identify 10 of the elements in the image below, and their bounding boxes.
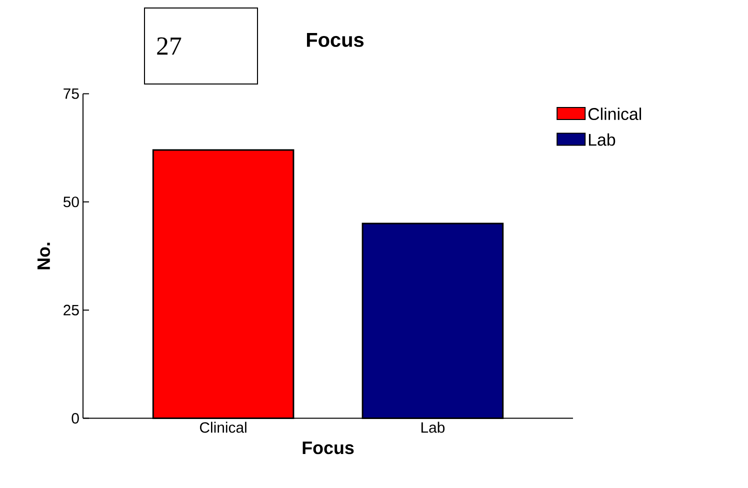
legend-label: Lab: [588, 133, 616, 146]
chart-title: Focus: [306, 33, 364, 47]
y-tick-label: 0: [72, 412, 79, 424]
y-tick-label: 25: [64, 304, 79, 316]
x-axis-title: Focus: [302, 442, 354, 454]
text: 27: [157, 37, 182, 55]
legend-label: Clinical: [588, 108, 642, 120]
y-tick-label: 50: [63, 196, 79, 208]
y-axis-title: No.: [38, 242, 50, 270]
y-tick-label: 75: [64, 88, 79, 99]
